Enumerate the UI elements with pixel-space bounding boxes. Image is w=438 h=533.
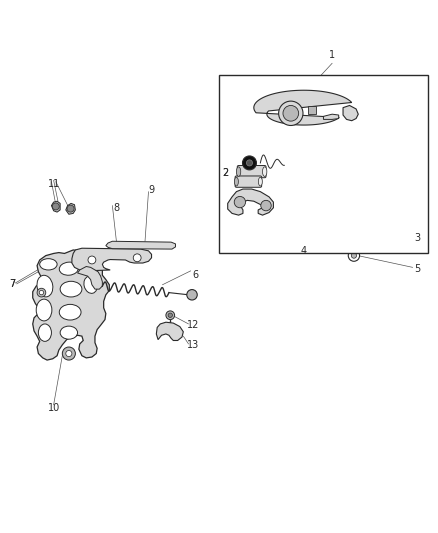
Ellipse shape — [237, 167, 241, 176]
Circle shape — [187, 289, 197, 300]
Text: 2: 2 — [223, 168, 229, 178]
Circle shape — [66, 351, 72, 357]
Ellipse shape — [36, 299, 52, 321]
Circle shape — [52, 203, 59, 210]
Circle shape — [348, 250, 360, 261]
Circle shape — [234, 197, 246, 208]
Bar — [219, 75, 428, 254]
Ellipse shape — [59, 304, 81, 320]
FancyBboxPatch shape — [327, 230, 368, 244]
FancyBboxPatch shape — [235, 176, 261, 187]
Polygon shape — [156, 322, 184, 341]
Circle shape — [168, 313, 173, 318]
Text: 6: 6 — [192, 270, 198, 280]
Text: 7: 7 — [9, 279, 15, 289]
Polygon shape — [66, 204, 75, 214]
Text: 4: 4 — [301, 246, 307, 256]
Text: 5: 5 — [414, 264, 420, 273]
Polygon shape — [33, 250, 110, 360]
Polygon shape — [228, 189, 273, 215]
FancyBboxPatch shape — [317, 241, 348, 253]
Circle shape — [62, 347, 75, 360]
Ellipse shape — [59, 262, 78, 275]
Polygon shape — [323, 114, 339, 119]
Ellipse shape — [60, 326, 78, 339]
Ellipse shape — [345, 242, 349, 252]
Polygon shape — [343, 106, 358, 120]
Circle shape — [166, 311, 175, 320]
Circle shape — [351, 253, 357, 258]
Ellipse shape — [234, 177, 238, 186]
Polygon shape — [106, 241, 176, 249]
Ellipse shape — [262, 167, 267, 176]
Circle shape — [39, 290, 44, 295]
Text: 1: 1 — [329, 50, 335, 60]
Text: 3: 3 — [414, 233, 420, 243]
Polygon shape — [51, 201, 60, 212]
Circle shape — [88, 256, 96, 264]
Circle shape — [247, 160, 253, 166]
Ellipse shape — [258, 177, 262, 186]
Circle shape — [279, 101, 303, 125]
FancyBboxPatch shape — [237, 166, 266, 177]
Circle shape — [261, 200, 271, 211]
Text: 12: 12 — [187, 320, 199, 330]
Ellipse shape — [60, 281, 82, 297]
Ellipse shape — [37, 275, 53, 297]
Text: 7: 7 — [9, 279, 15, 289]
Ellipse shape — [84, 276, 97, 293]
Bar — [308, 106, 316, 114]
Ellipse shape — [39, 324, 51, 341]
Text: 2: 2 — [223, 168, 229, 178]
Polygon shape — [72, 248, 152, 271]
Circle shape — [67, 205, 74, 212]
Text: 10: 10 — [47, 403, 60, 413]
Text: 13: 13 — [187, 340, 199, 350]
Circle shape — [37, 288, 46, 297]
Ellipse shape — [40, 259, 57, 270]
Text: 11: 11 — [47, 179, 60, 189]
Ellipse shape — [364, 231, 369, 243]
Circle shape — [283, 106, 299, 121]
Text: 8: 8 — [113, 203, 120, 213]
Circle shape — [243, 156, 256, 170]
Circle shape — [133, 254, 141, 262]
Ellipse shape — [326, 231, 330, 243]
Polygon shape — [254, 90, 352, 125]
Polygon shape — [78, 266, 102, 289]
Text: 9: 9 — [148, 185, 155, 195]
Ellipse shape — [316, 242, 319, 252]
